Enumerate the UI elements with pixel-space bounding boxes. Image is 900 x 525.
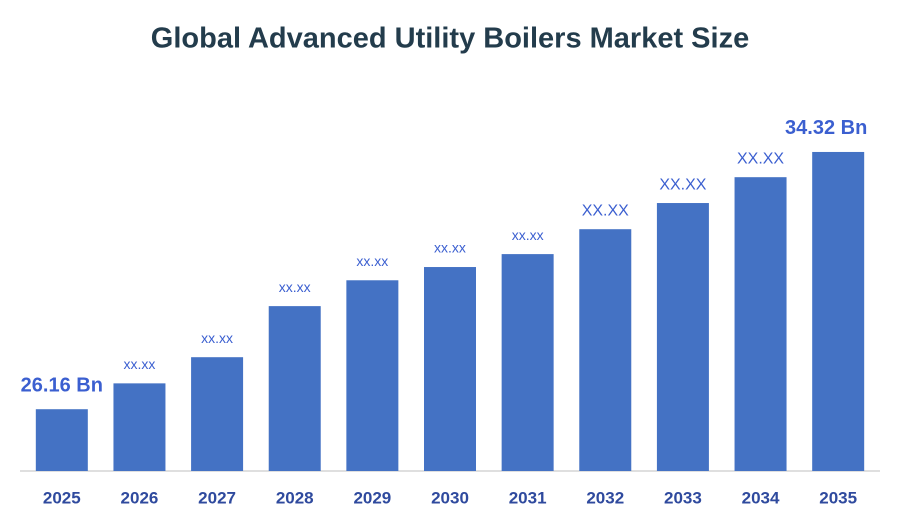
x-tick-label: 2026 xyxy=(121,488,159,507)
value-label: XX.XX xyxy=(582,202,629,219)
bar xyxy=(579,229,632,471)
x-tick-label: 2035 xyxy=(819,488,857,507)
bar xyxy=(812,151,865,471)
value-label: 34.32 Bn xyxy=(785,117,867,139)
x-tick-label: 2033 xyxy=(664,488,702,507)
value-label: xx.xx xyxy=(124,356,156,372)
value-label: xx.xx xyxy=(356,253,388,269)
x-tick-label: 2030 xyxy=(431,488,469,507)
value-label: 26.16 Bn xyxy=(21,374,103,396)
value-label: xx.xx xyxy=(201,330,233,346)
chart-title: Global Advanced Utility Boilers Market S… xyxy=(151,23,749,55)
value-label: XX.XX xyxy=(737,150,784,167)
x-tick-label: 2034 xyxy=(742,488,780,507)
value-label: xx.xx xyxy=(434,240,466,256)
value-label: XX.XX xyxy=(659,176,706,193)
x-tick-label: 2031 xyxy=(509,488,547,507)
x-tick-label: 2029 xyxy=(353,488,391,507)
bar xyxy=(35,409,88,471)
x-tick-label: 2027 xyxy=(198,488,236,507)
value-label: xx.xx xyxy=(279,279,311,295)
bar xyxy=(501,254,554,471)
x-tick-label: 2028 xyxy=(276,488,314,507)
bar xyxy=(113,383,166,471)
bar xyxy=(656,203,709,471)
bar xyxy=(268,306,321,471)
x-tick-label: 2025 xyxy=(43,488,81,507)
value-label: xx.xx xyxy=(512,227,544,243)
x-tick-label: 2032 xyxy=(586,488,624,507)
bar xyxy=(734,177,787,471)
bar xyxy=(346,280,399,471)
bar xyxy=(191,357,244,471)
bar xyxy=(424,267,476,471)
